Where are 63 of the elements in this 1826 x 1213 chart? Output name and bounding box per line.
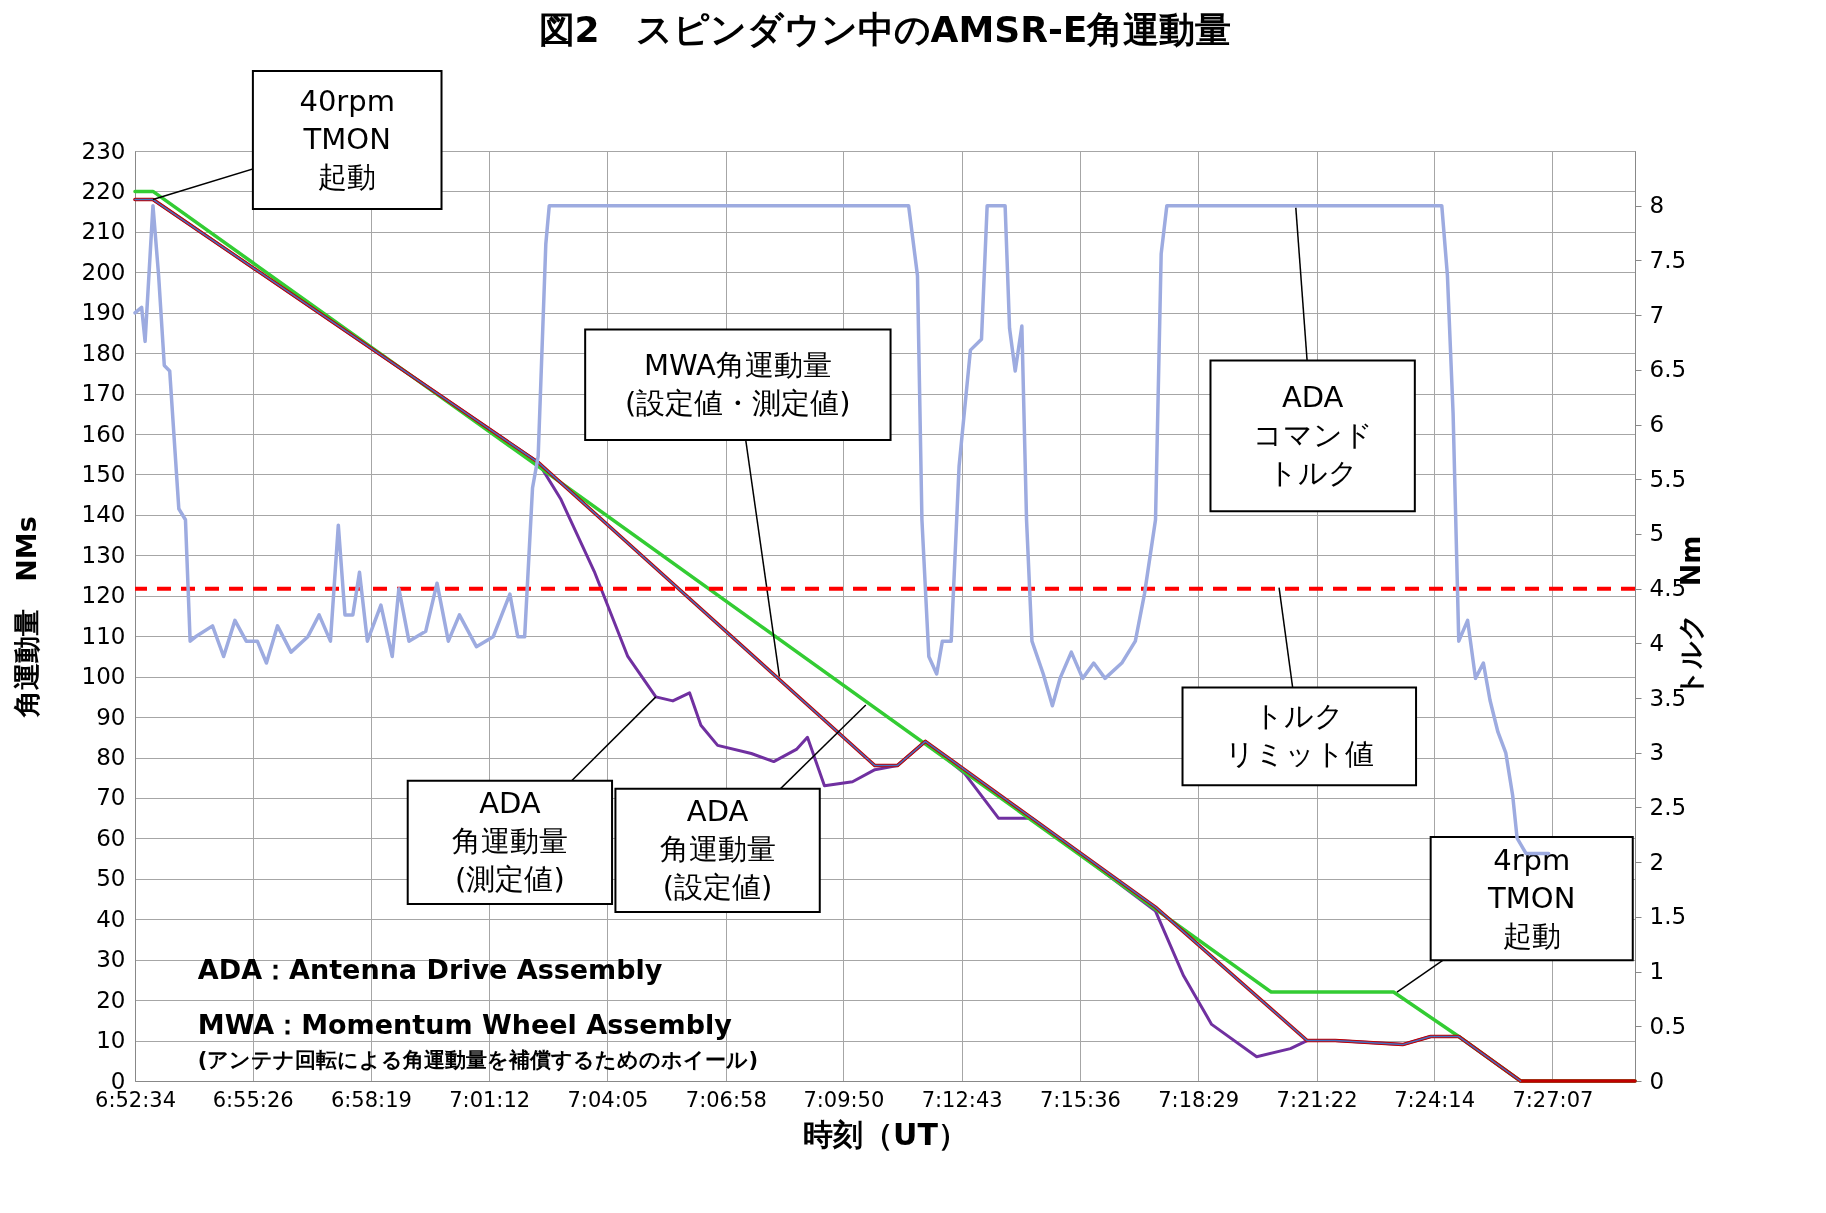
y-tick-label: 180 <box>81 339 126 366</box>
y-tick-label: 60 <box>96 824 126 851</box>
y-tick-label: 70 <box>96 784 126 811</box>
x-tick-label: 7:18:29 <box>1158 1087 1240 1112</box>
x-tick-label: 6:55:26 <box>212 1087 294 1112</box>
y-tick-label: 90 <box>96 703 126 730</box>
x-tick-label: 6:58:19 <box>330 1087 412 1112</box>
y-tick-label: 10 <box>96 1027 126 1054</box>
y-tick-label: 80 <box>96 744 126 771</box>
y-tick-label: 230 <box>81 137 126 164</box>
y2-tick-label: 0 <box>1649 1067 1665 1094</box>
y-tick-label: 200 <box>81 258 126 285</box>
x-tick-label: 7:01:12 <box>449 1087 531 1112</box>
y2-tick-label: 6.5 <box>1649 356 1687 383</box>
y2-tick-label: 2 <box>1649 848 1665 875</box>
y-tick-label: 130 <box>81 541 126 568</box>
y2-tick-label: 5 <box>1649 520 1665 547</box>
y-tick-label: 100 <box>81 663 126 690</box>
annotation: 40rpm TMON 起動 <box>299 84 395 195</box>
x-tick-label: 7:24:14 <box>1394 1087 1476 1112</box>
annotation: ADA：Antenna Drive Assembly <box>197 953 663 985</box>
chart-title: 図2 スピンダウン中のAMSR-E角運動量 <box>538 9 1232 51</box>
y-tick-label: 150 <box>81 460 126 487</box>
y2-tick-label: 0.5 <box>1649 1012 1687 1039</box>
x-tick-label: 7:12:43 <box>921 1087 1003 1112</box>
x-tick-label: 7:04:05 <box>567 1087 649 1112</box>
y-tick-label: 160 <box>81 420 126 447</box>
annotation: MWA角運動量 (設定値・測定値) <box>625 347 851 420</box>
x-tick-label: 7:15:36 <box>1039 1087 1121 1112</box>
annotation: ADA コマンドトルク <box>1252 379 1373 490</box>
x-tick-label: 7:27:07 <box>1512 1087 1594 1112</box>
x-tick-label: 7:09:50 <box>803 1087 885 1112</box>
y-tick-label: 210 <box>81 218 126 245</box>
y-tick-label: 30 <box>96 946 126 973</box>
annotation: (アンテナ回転による角運動量を補償するためのホイール) <box>197 1047 759 1072</box>
y2-tick-label: 7.5 <box>1649 246 1687 273</box>
y-tick-label: 40 <box>96 905 126 932</box>
y2-tick-label: 8 <box>1649 192 1665 219</box>
y-axis-title: 角運動量 NMs <box>10 516 42 718</box>
y-tick-label: 50 <box>96 865 126 892</box>
x-axis-title: 時刻（UT） <box>803 1116 968 1152</box>
annotation: 4rpm TMON 起動 <box>1487 842 1576 953</box>
annotation: ADA 角運動量 (測定値) <box>451 786 568 897</box>
y2-tick-label: 3 <box>1649 739 1665 766</box>
annotation: ADA 角運動量 (設定値) <box>659 794 776 905</box>
y-tick-label: 190 <box>81 299 126 326</box>
x-tick-label: 7:06:58 <box>685 1087 767 1112</box>
y-tick-label: 110 <box>81 622 126 649</box>
annotation: MWA：Momentum Wheel Assembly <box>197 1008 733 1040</box>
y2-tick-label: 4 <box>1649 629 1665 656</box>
y2-tick-label: 7 <box>1649 301 1665 328</box>
y-tick-label: 20 <box>96 986 126 1013</box>
y2-tick-label: 1 <box>1649 958 1665 985</box>
y2-tick-label: 2.5 <box>1649 793 1687 820</box>
y-tick-label: 220 <box>81 177 126 204</box>
y2-tick-label: 6 <box>1649 411 1665 438</box>
x-tick-label: 7:21:22 <box>1276 1087 1358 1112</box>
y-tick-label: 120 <box>81 582 126 609</box>
annotation: トルクリミット値 <box>1224 699 1374 772</box>
y-tick-label: 170 <box>81 380 126 407</box>
y-tick-label: 140 <box>81 501 126 528</box>
y2-tick-label: 1.5 <box>1649 903 1687 930</box>
y2-tick-label: 5.5 <box>1649 465 1687 492</box>
